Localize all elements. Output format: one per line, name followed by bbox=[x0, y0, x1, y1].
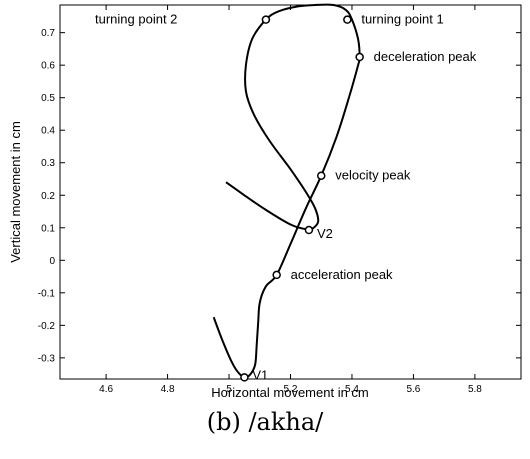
marker-point bbox=[343, 15, 352, 24]
marker-label: velocity peak bbox=[335, 168, 411, 183]
marker-point bbox=[240, 373, 249, 382]
marker-point bbox=[261, 15, 271, 24]
marker-point bbox=[355, 52, 364, 62]
x-tick-label: 5.4 bbox=[345, 384, 359, 395]
y-tick-label: 0.4 bbox=[41, 126, 55, 137]
y-tick-label: 0.5 bbox=[41, 93, 55, 104]
marker-point bbox=[316, 171, 326, 180]
y-tick-label: 0.1 bbox=[41, 223, 55, 234]
markers: turning point 1 turning point 2 decelerati… bbox=[95, 12, 477, 383]
x-tick-label: 4.6 bbox=[99, 384, 113, 395]
marker-label: turning point 1 bbox=[361, 12, 443, 27]
x-axis-label: Horizontal movement in cm bbox=[211, 385, 369, 400]
marker-point bbox=[272, 270, 281, 280]
x-tick-label: 5.8 bbox=[468, 384, 482, 395]
chart: 4.6 4.8 5 5.2 5.4 5.6 5.8 -0.3 -0.2 -0.1 0 0.1 0.2 0.… bbox=[8, 3, 522, 400]
x-tick-label: 4.8 bbox=[161, 384, 175, 395]
axis-ticks: 4.6 4.8 5 5.2 5.4 5.6 5.8 -0.3 -0.2 -0.1 0 0.1 0.2 0.… bbox=[38, 5, 521, 395]
y-tick-label: 0.7 bbox=[41, 28, 55, 39]
x-tick-label: 5 bbox=[226, 384, 232, 395]
y-tick-label: -0.2 bbox=[38, 321, 56, 332]
y-tick-label: 0.3 bbox=[41, 158, 55, 169]
y-axis-label: Vertical movement in cm bbox=[8, 121, 23, 263]
x-tick-label: 5.6 bbox=[406, 384, 420, 395]
marker-label: turning point 2 bbox=[95, 12, 177, 27]
figure-caption: (b) /akha/ bbox=[206, 408, 324, 436]
marker-label: acceleration peak bbox=[291, 267, 393, 282]
y-tick-label: -0.1 bbox=[38, 288, 56, 299]
x-tick-label: 5.2 bbox=[284, 384, 298, 395]
y-tick-label: 0 bbox=[49, 256, 55, 267]
marker-label: deceleration peak bbox=[374, 49, 477, 64]
y-tick-label: 0.2 bbox=[41, 191, 55, 202]
y-tick-label: -0.3 bbox=[38, 353, 56, 364]
marker-label: V2 bbox=[317, 226, 333, 241]
y-tick-label: 0.6 bbox=[41, 61, 55, 72]
marker-label: V1 bbox=[252, 367, 268, 382]
trajectory-line bbox=[212, 3, 361, 379]
marker-point bbox=[304, 225, 314, 235]
